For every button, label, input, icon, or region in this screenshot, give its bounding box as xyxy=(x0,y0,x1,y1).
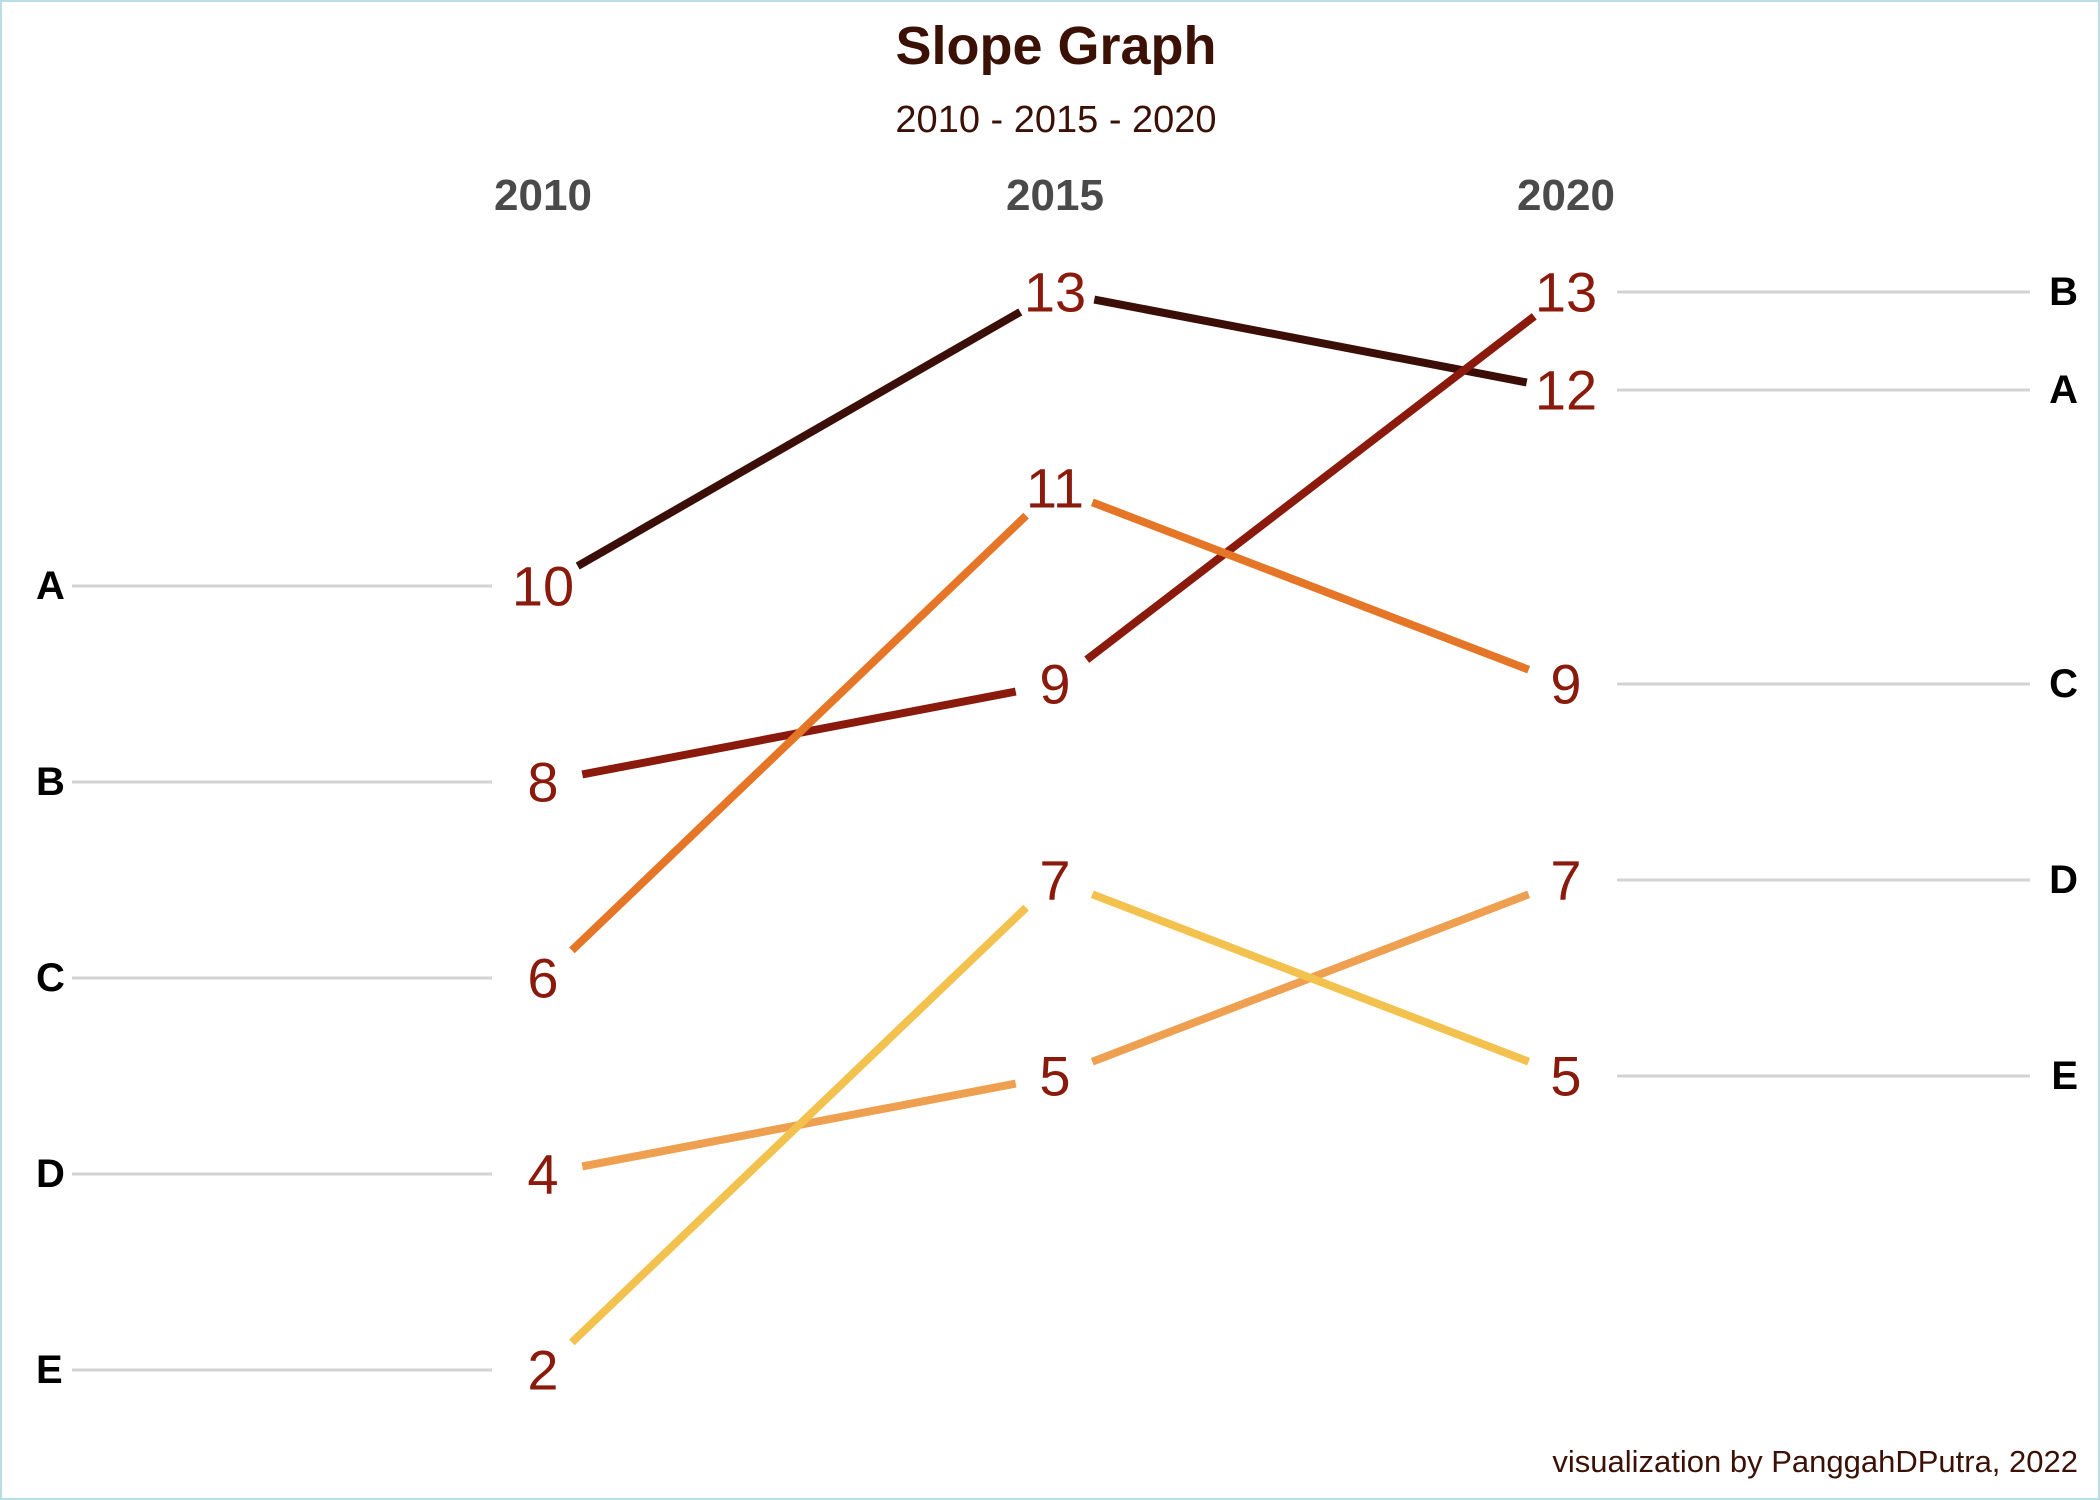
segment-B-2015-2020 xyxy=(1084,313,1537,663)
category-label-left-A: A xyxy=(36,564,65,608)
value-label-A-2015: 13 xyxy=(1024,261,1086,324)
year-label-2015: 2015 xyxy=(1006,171,1104,220)
segment-C-2010-2015 xyxy=(569,512,1029,954)
category-label-left-B: B xyxy=(36,760,65,804)
category-labels: A A B B C C D D E E xyxy=(36,270,2078,1392)
segment-E-2010-2015 xyxy=(569,904,1029,1346)
chart-subtitle: 2010 - 2015 - 2020 xyxy=(895,99,1216,141)
value-label-C-2010: 6 xyxy=(527,947,558,1010)
value-labels: 10 13 12 8 9 13 6 11 9 4 5 7 2 7 5 xyxy=(512,261,1597,1402)
category-label-right-A: A xyxy=(2049,368,2078,412)
category-label-right-D: D xyxy=(2049,858,2078,902)
value-label-D-2020: 7 xyxy=(1550,849,1581,912)
value-label-E-2020: 5 xyxy=(1550,1045,1581,1108)
year-labels: 2010 2015 2020 xyxy=(494,171,1615,220)
segment-C-2015-2020 xyxy=(1090,498,1531,674)
value-label-E-2015: 7 xyxy=(1039,849,1070,912)
segment-E-2015-2020 xyxy=(1090,890,1531,1066)
category-label-left-D: D xyxy=(36,1152,65,1196)
category-label-right-C: C xyxy=(2049,662,2078,706)
value-label-A-2020: 12 xyxy=(1535,359,1597,422)
category-label-left-E: E xyxy=(36,1348,63,1392)
category-label-left-C: C xyxy=(36,956,65,1000)
guide-lines xyxy=(72,290,2030,1372)
category-label-right-E: E xyxy=(2051,1054,2078,1098)
value-label-B-2010: 8 xyxy=(527,751,558,814)
value-label-D-2010: 4 xyxy=(527,1143,558,1206)
value-label-B-2015: 9 xyxy=(1039,653,1070,716)
value-label-B-2020: 13 xyxy=(1535,261,1597,324)
value-label-D-2015: 5 xyxy=(1039,1045,1070,1108)
year-label-2020: 2020 xyxy=(1517,171,1615,220)
value-label-A-2010: 10 xyxy=(512,555,574,618)
chart-title: Slope Graph xyxy=(895,16,1216,76)
chart-caption: visualization by PanggahDPutra, 2022 xyxy=(1552,1444,2078,1479)
value-label-E-2010: 2 xyxy=(527,1339,558,1402)
value-label-C-2015: 11 xyxy=(1026,457,1084,520)
category-label-right-B: B xyxy=(2049,270,2078,314)
year-label-2010: 2010 xyxy=(494,171,592,220)
segment-A-2010-2015 xyxy=(575,308,1023,570)
series-lines xyxy=(569,295,1537,1346)
segment-A-2015-2020 xyxy=(1093,295,1528,387)
value-label-C-2020: 9 xyxy=(1550,653,1581,716)
